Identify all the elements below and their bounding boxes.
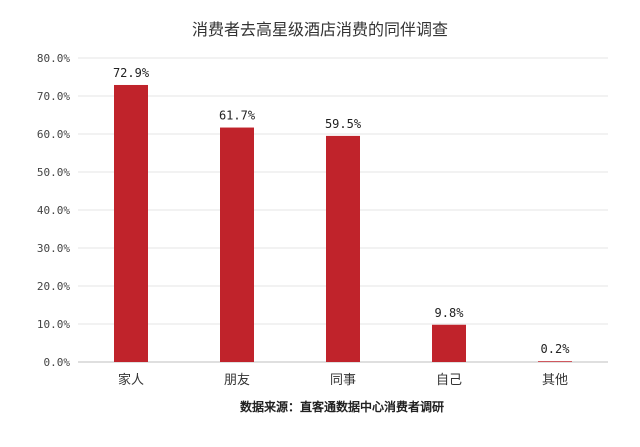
x-tick-label: 自己 <box>436 373 462 388</box>
x-axis-categories: 家人 朋友 同事 自己 其他 <box>118 372 568 388</box>
bar <box>114 84 148 362</box>
x-tick-label: 同事 <box>330 373 356 388</box>
y-axis-ticks: 0.0% 10.0% 20.0% 30.0% 40.0% 50.0% 60.0% 70.0% 8… <box>37 52 70 369</box>
y-tick-label: 80.0% <box>37 52 70 65</box>
y-tick-label: 70.0% <box>37 90 70 103</box>
y-tick-label: 30.0% <box>37 242 70 255</box>
data-label: 9.8% <box>435 306 465 320</box>
y-tick-label: 10.0% <box>37 318 70 331</box>
bar <box>432 324 466 362</box>
data-label: 72.9% <box>113 66 150 80</box>
bars <box>114 84 572 362</box>
bar <box>326 135 360 362</box>
chart-title: 消费者去高星级酒店消费的同伴调查 <box>192 20 448 39</box>
y-tick-label: 50.0% <box>37 166 70 179</box>
x-tick-label: 其他 <box>542 373 568 388</box>
x-tick-label: 家人 <box>118 372 144 388</box>
source-note: 数据来源：直客通数据中心消费者调研 <box>240 399 444 414</box>
data-label: 61.7% <box>219 109 256 123</box>
data-labels: 72.9% 61.7% 59.5% 9.8% 0.2% <box>113 66 570 356</box>
y-tick-label: 40.0% <box>37 204 70 217</box>
y-tick-label: 20.0% <box>37 280 70 293</box>
bar <box>538 361 572 362</box>
data-label: 59.5% <box>325 117 362 131</box>
y-tick-label: 60.0% <box>37 128 70 141</box>
data-label: 0.2% <box>541 342 571 356</box>
y-tick-label: 0.0% <box>44 356 71 369</box>
x-tick-label: 朋友 <box>224 372 250 388</box>
bar <box>220 127 254 362</box>
